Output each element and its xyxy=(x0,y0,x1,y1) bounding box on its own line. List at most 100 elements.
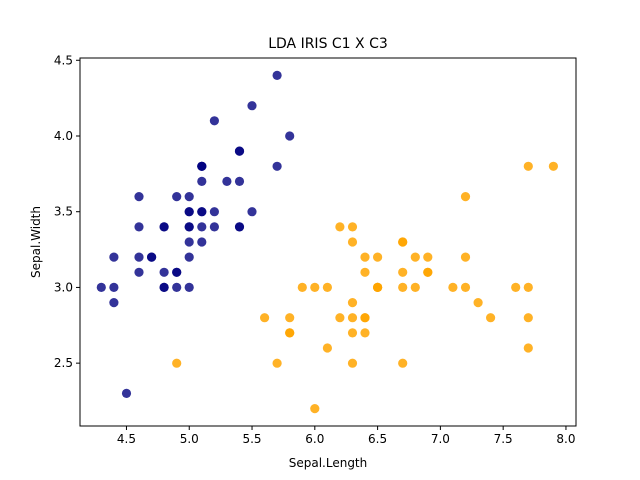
data-point xyxy=(423,267,433,277)
y-tick-label: 3.0 xyxy=(54,280,73,294)
data-point xyxy=(523,343,533,353)
data-point xyxy=(147,252,157,262)
y-tick-label: 3.5 xyxy=(54,205,73,219)
data-point xyxy=(473,298,483,308)
data-point xyxy=(159,282,169,292)
x-tick-label: 7.5 xyxy=(494,432,513,446)
x-tick-label: 4.5 xyxy=(117,432,136,446)
data-point xyxy=(322,282,332,292)
data-point xyxy=(234,222,245,232)
data-point xyxy=(360,252,370,262)
data-point xyxy=(159,267,169,277)
data-point xyxy=(347,237,358,247)
data-point xyxy=(272,358,282,368)
data-point xyxy=(121,388,132,398)
data-point xyxy=(247,207,257,217)
data-point xyxy=(410,282,420,292)
data-point xyxy=(184,237,194,247)
x-tick-label: 5.5 xyxy=(242,432,261,446)
x-axis-label: Sepal.Length xyxy=(289,456,368,470)
data-point xyxy=(310,404,320,414)
data-point xyxy=(197,237,207,247)
y-tick-label: 4.0 xyxy=(54,129,73,143)
data-point xyxy=(285,131,295,141)
data-point xyxy=(398,282,408,292)
data-point xyxy=(347,222,358,232)
data-point xyxy=(134,267,144,277)
data-point xyxy=(347,298,358,308)
data-point xyxy=(96,282,106,292)
data-point xyxy=(423,252,433,262)
data-point xyxy=(272,70,282,80)
data-point xyxy=(209,222,219,232)
data-point xyxy=(109,282,119,292)
plot-frame xyxy=(79,57,577,427)
data-point xyxy=(523,313,533,323)
data-point xyxy=(398,267,408,277)
y-tick-label: 2.5 xyxy=(54,356,73,370)
data-point xyxy=(184,252,194,262)
data-point xyxy=(209,116,219,126)
data-point xyxy=(272,161,282,171)
y-tick-label: 4.5 xyxy=(54,53,73,67)
data-point xyxy=(398,237,408,247)
data-point xyxy=(172,192,182,202)
plot-area xyxy=(80,58,576,426)
data-point xyxy=(373,282,383,292)
data-point xyxy=(222,176,232,186)
y-axis: 2.5 3.0 3.5 4.0 4.5 xyxy=(54,53,80,370)
data-point xyxy=(172,358,182,368)
data-point xyxy=(460,252,471,262)
data-point xyxy=(511,282,521,292)
data-point xyxy=(347,358,358,368)
data-point xyxy=(335,222,345,232)
x-tick-label: 6.5 xyxy=(368,432,387,446)
data-point xyxy=(548,161,559,171)
data-point xyxy=(109,252,119,262)
data-point xyxy=(172,282,182,292)
data-point xyxy=(360,313,370,323)
data-point xyxy=(460,192,471,202)
data-point xyxy=(184,192,194,202)
data-point xyxy=(285,313,295,323)
x-tick-label: 5.0 xyxy=(180,432,199,446)
data-point xyxy=(373,252,383,262)
data-point xyxy=(285,328,295,338)
data-point xyxy=(486,313,496,323)
data-point xyxy=(197,161,207,171)
data-point xyxy=(310,282,320,292)
data-point xyxy=(234,176,245,186)
data-point xyxy=(197,222,207,232)
data-point xyxy=(523,282,533,292)
data-point xyxy=(172,267,182,277)
data-point xyxy=(347,313,358,323)
data-point xyxy=(247,101,257,111)
y-axis-label: Sepal.Width xyxy=(29,206,43,278)
data-point xyxy=(398,358,408,368)
data-point xyxy=(134,192,144,202)
data-point xyxy=(184,222,194,232)
data-point xyxy=(197,207,207,217)
chart-title: LDA IRIS C1 X C3 xyxy=(268,36,388,52)
data-point xyxy=(410,252,420,262)
data-point xyxy=(184,207,194,217)
data-point xyxy=(360,328,370,338)
data-point xyxy=(234,146,245,156)
data-point xyxy=(460,282,471,292)
data-point xyxy=(335,313,345,323)
data-point xyxy=(297,282,307,292)
x-tick-label: 7.0 xyxy=(431,432,450,446)
data-point xyxy=(109,298,119,308)
data-point xyxy=(260,313,270,323)
data-point xyxy=(360,267,370,277)
data-point xyxy=(159,222,169,232)
data-point xyxy=(523,161,533,171)
data-point xyxy=(184,282,194,292)
data-point xyxy=(322,343,332,353)
data-point xyxy=(197,176,207,186)
data-point xyxy=(448,282,458,292)
x-tick-label: 6.0 xyxy=(305,432,324,446)
data-point xyxy=(209,207,219,217)
x-axis: 4.5 5.0 5.5 6.0 6.5 7.0 7.5 8.0 xyxy=(117,426,576,446)
